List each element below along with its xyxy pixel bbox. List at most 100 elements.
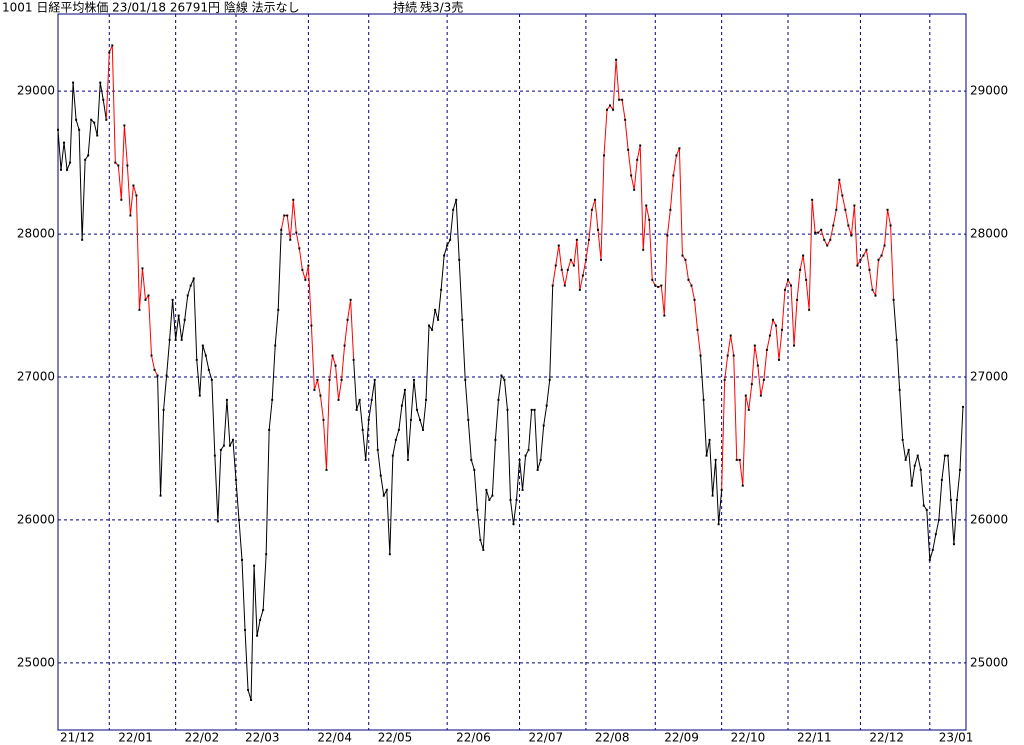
chart-title: 1001 日経平均株価 23/01/18 26791円 陰線 法示なし [2, 0, 300, 15]
point [376, 448, 379, 451]
point [428, 324, 431, 327]
point [901, 438, 904, 441]
point [784, 288, 787, 291]
x-tick-label: 22/06 [456, 731, 491, 745]
point [304, 278, 307, 281]
point [919, 468, 922, 471]
point [853, 204, 856, 207]
point [699, 354, 702, 357]
plot-frame [57, 13, 967, 731]
x-tick-label: 21/12 [60, 731, 95, 745]
point [726, 354, 729, 357]
x-tick-label: 22/02 [185, 731, 220, 745]
price-line [157, 229, 282, 701]
point [536, 468, 539, 471]
point [554, 264, 557, 267]
point [355, 408, 358, 411]
point [343, 344, 346, 347]
annotation: 残3/3売 [420, 0, 463, 15]
point [735, 458, 738, 461]
point [729, 334, 732, 337]
point [479, 538, 482, 541]
point [295, 231, 298, 234]
x-tick-label: 22/12 [869, 731, 904, 745]
point [868, 268, 871, 271]
point [87, 154, 90, 157]
point [946, 454, 949, 457]
y-tick-label-right: 27000 [970, 370, 1008, 384]
point [666, 234, 669, 237]
point [216, 520, 219, 523]
point [90, 118, 93, 121]
point [512, 523, 515, 526]
point [231, 438, 234, 441]
point [488, 498, 491, 501]
point [117, 164, 120, 167]
point [195, 358, 198, 361]
price-line [57, 82, 107, 240]
point [910, 484, 913, 487]
point [93, 121, 96, 124]
point [346, 318, 349, 321]
point [889, 224, 892, 227]
price-line [280, 199, 355, 470]
point [144, 298, 147, 301]
point [123, 124, 126, 127]
point [331, 354, 334, 357]
point [732, 354, 735, 357]
point [207, 368, 210, 371]
point [253, 564, 256, 567]
point [379, 474, 382, 477]
point [856, 264, 859, 267]
point [440, 288, 443, 291]
point [606, 108, 609, 111]
point [949, 498, 952, 501]
point [446, 244, 449, 247]
point [793, 344, 796, 347]
point [425, 398, 428, 401]
point [382, 494, 385, 497]
point [756, 364, 759, 367]
point [808, 308, 811, 311]
point [569, 258, 572, 261]
point [615, 58, 618, 61]
point [322, 418, 325, 421]
point [961, 405, 964, 408]
point [385, 488, 388, 491]
point [394, 438, 397, 441]
point [349, 298, 352, 301]
price-line [700, 355, 723, 525]
point [388, 553, 391, 556]
point [120, 198, 123, 201]
point [114, 161, 117, 164]
point [268, 428, 271, 431]
point [415, 408, 418, 411]
point [693, 298, 696, 301]
x-tick-label: 22/11 [797, 731, 832, 745]
point [244, 628, 247, 631]
point [940, 478, 943, 481]
point [171, 298, 174, 301]
point [934, 533, 937, 536]
point [241, 558, 244, 561]
point [542, 424, 545, 427]
point [57, 128, 59, 131]
x-tick-label: 22/10 [731, 731, 766, 745]
point [156, 374, 159, 377]
point [548, 378, 551, 381]
point [892, 298, 895, 301]
point [633, 188, 636, 191]
point [648, 218, 651, 221]
point [132, 184, 135, 187]
point [777, 358, 780, 361]
point [759, 394, 762, 397]
point [141, 267, 144, 270]
point [470, 458, 473, 461]
x-tick-label: 22/01 [118, 731, 153, 745]
point [660, 284, 663, 287]
point [186, 294, 189, 297]
point [177, 314, 180, 317]
point [75, 118, 78, 121]
point [657, 285, 660, 288]
point [886, 208, 889, 211]
